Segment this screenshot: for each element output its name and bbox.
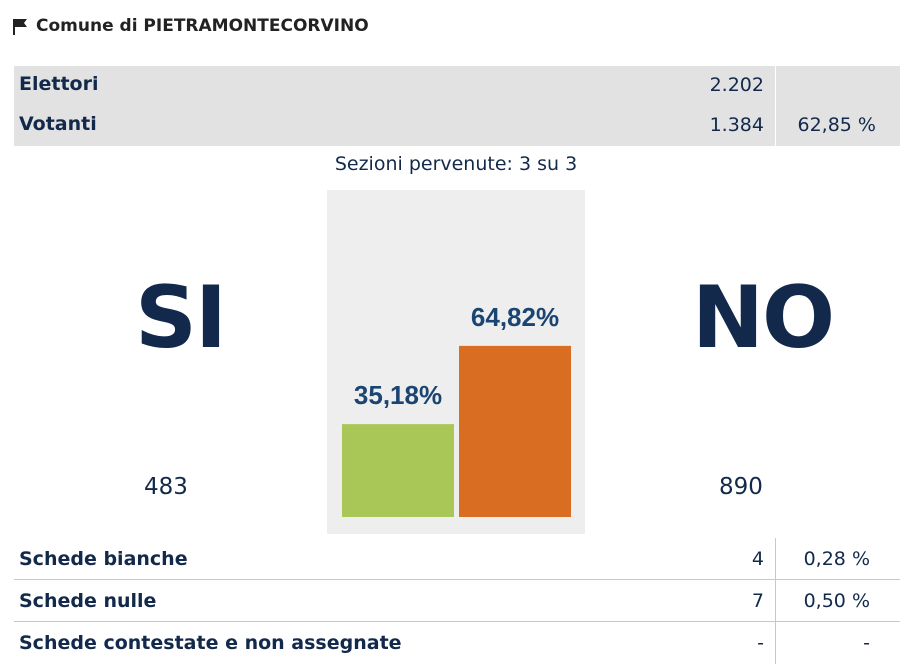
row-divider (775, 580, 776, 621)
schede-bianche-value: 4 (751, 548, 764, 570)
elettori-row: Elettori 2.202 (14, 66, 900, 106)
results-chart-svg: 35,18% 64,82% (342, 302, 571, 517)
bar-label-no: 64,82% (471, 302, 559, 332)
schede-nulle-label: Schede nulle (19, 590, 157, 612)
flag-icon (12, 17, 34, 35)
sezioni-pervenute: Sezioni pervenute: 3 su 3 (334, 153, 578, 175)
page-header: Comune di PIETRAMONTECORVINO (12, 14, 369, 38)
elettori-value: 2.202 (709, 74, 764, 96)
details-table: Schede bianche 4 0,28 % Schede nulle 7 0… (14, 538, 900, 664)
votanti-value: 1.384 (709, 114, 764, 136)
row-divider (775, 622, 776, 664)
page-title: Comune di PIETRAMONTECORVINO (36, 16, 369, 36)
votanti-label: Votanti (19, 113, 97, 135)
table-row: Schede nulle 7 0,50 % (14, 580, 900, 622)
votanti-percentage: 62,85 % (797, 114, 877, 136)
bar-label-si: 35,18% (354, 380, 442, 410)
summary-table: Elettori 2.202 Votanti 1.384 62,85 % (14, 66, 900, 146)
schede-contestate-value: - (757, 632, 764, 654)
votanti-row: Votanti 1.384 62,85 % (14, 106, 900, 146)
elettori-label: Elettori (19, 73, 99, 95)
table-row: Schede bianche 4 0,28 % (14, 538, 900, 580)
bar-si (342, 424, 454, 517)
table-row: Schede contestate e non assegnate - - (14, 622, 900, 664)
row-divider (775, 538, 776, 579)
si-label: SI (135, 268, 227, 368)
no-votes: 890 (719, 474, 763, 500)
bar-no (459, 345, 571, 517)
summary-divider (775, 66, 776, 146)
schede-bianche-percentage: 0,28 % (803, 548, 870, 570)
results-chart: 35,18% 64,82% (327, 190, 585, 534)
schede-bianche-label: Schede bianche (19, 548, 188, 570)
si-votes: 483 (144, 474, 188, 500)
schede-contestate-label: Schede contestate e non assegnate (19, 632, 402, 654)
schede-contestate-percentage: - (863, 632, 870, 654)
schede-nulle-percentage: 0,50 % (803, 590, 870, 612)
no-label: NO (692, 268, 835, 368)
schede-nulle-value: 7 (751, 590, 764, 612)
